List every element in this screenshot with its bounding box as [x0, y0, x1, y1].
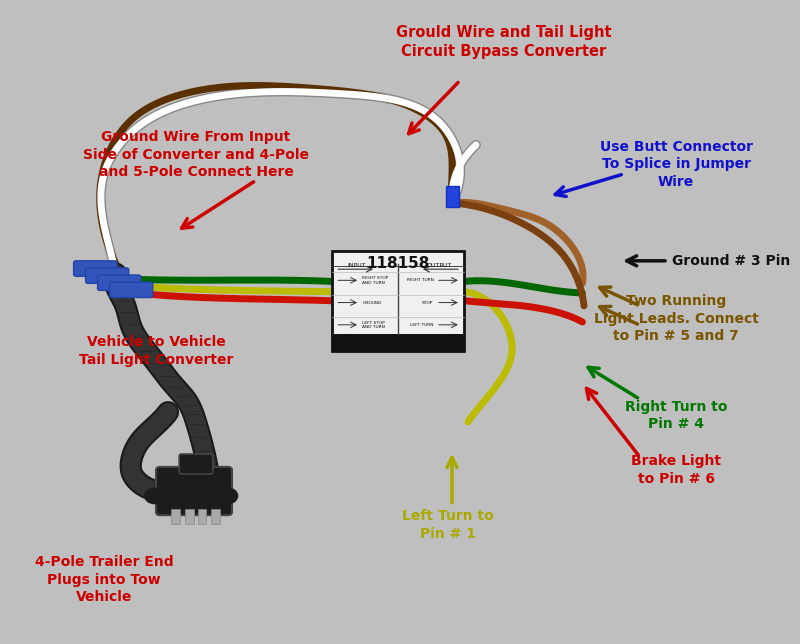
Text: Brake Light
to Pin # 6: Brake Light to Pin # 6: [631, 455, 721, 486]
Text: Right Turn to
Pin # 4: Right Turn to Pin # 4: [625, 400, 727, 431]
FancyBboxPatch shape: [179, 454, 213, 474]
FancyBboxPatch shape: [332, 251, 464, 351]
Text: STOP: STOP: [422, 301, 434, 305]
Text: Vehicle to Vehicle
Tail Light Converter: Vehicle to Vehicle Tail Light Converter: [79, 336, 233, 366]
Text: Left Turn to
Pin # 1: Left Turn to Pin # 1: [402, 509, 494, 540]
Text: 118158: 118158: [366, 256, 430, 271]
FancyBboxPatch shape: [156, 467, 232, 515]
Text: RIGHT TURN: RIGHT TURN: [406, 278, 434, 282]
Text: INPUT: INPUT: [347, 263, 366, 268]
FancyBboxPatch shape: [98, 275, 141, 290]
FancyBboxPatch shape: [110, 282, 153, 298]
FancyBboxPatch shape: [171, 509, 180, 524]
FancyBboxPatch shape: [86, 268, 129, 283]
Text: Grould Wire and Tail Light
Circuit Bypass Converter: Grould Wire and Tail Light Circuit Bypas…: [396, 25, 612, 59]
Text: Ground Wire From Input
Side of Converter and 4-Pole
and 5-Pole Connect Here: Ground Wire From Input Side of Converter…: [83, 130, 309, 179]
Text: RIGHT STOP
AND TURN: RIGHT STOP AND TURN: [362, 276, 389, 285]
FancyBboxPatch shape: [198, 509, 206, 524]
FancyBboxPatch shape: [332, 334, 464, 351]
Text: OUTPUT: OUTPUT: [426, 263, 452, 268]
FancyBboxPatch shape: [185, 509, 194, 524]
Text: 4-Pole Trailer End
Plugs into Tow
Vehicle: 4-Pole Trailer End Plugs into Tow Vehicl…: [34, 555, 174, 604]
Text: Two Running
Light Leads. Connect
to Pin # 5 and 7: Two Running Light Leads. Connect to Pin …: [594, 294, 758, 343]
Text: LEFT TURN: LEFT TURN: [410, 323, 434, 327]
Text: Ground # 3 Pin: Ground # 3 Pin: [672, 254, 790, 268]
Circle shape: [218, 488, 238, 504]
Text: Use Butt Connector
To Splice in Jumper
Wire: Use Butt Connector To Splice in Jumper W…: [599, 140, 753, 189]
Text: GROUND: GROUND: [362, 301, 382, 305]
Text: LEFT STOP
AND TURN: LEFT STOP AND TURN: [362, 321, 386, 329]
FancyBboxPatch shape: [446, 186, 459, 207]
Circle shape: [145, 488, 164, 504]
FancyBboxPatch shape: [74, 261, 117, 276]
FancyBboxPatch shape: [211, 509, 220, 524]
